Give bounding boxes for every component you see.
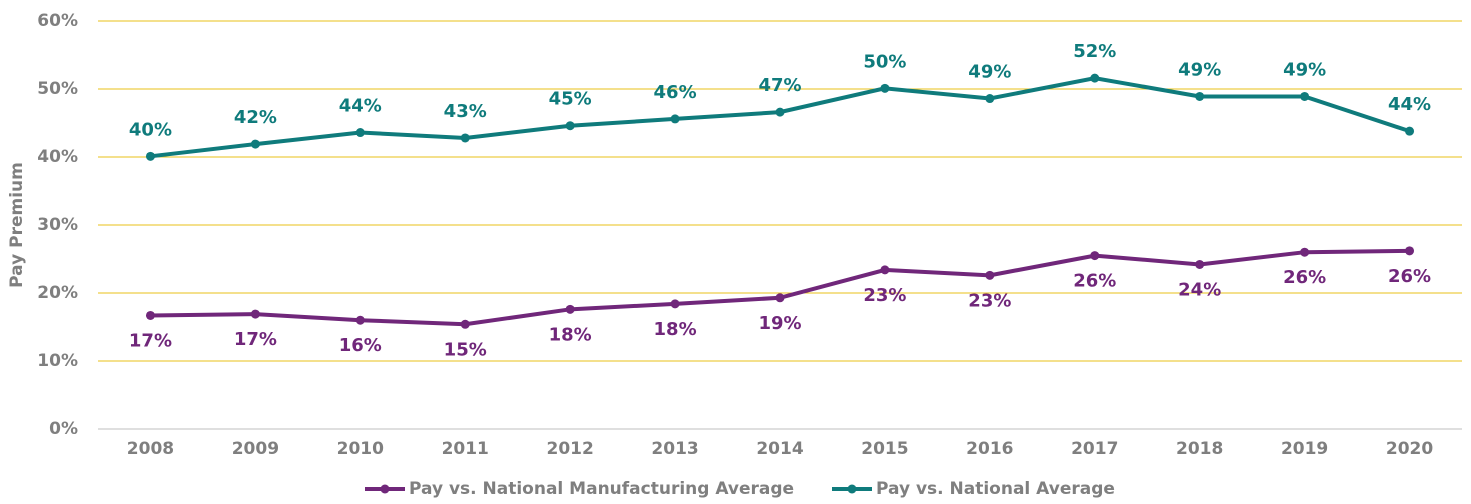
x-tick-label: 2016 xyxy=(966,439,1013,459)
data-label: 47% xyxy=(758,75,801,96)
y-tick-label: 0% xyxy=(49,419,78,439)
y-tick-label: 20% xyxy=(37,283,78,303)
data-label: 26% xyxy=(1073,271,1116,292)
y-tick-label: 50% xyxy=(37,79,78,99)
data-label: 18% xyxy=(549,324,592,345)
data-label: 23% xyxy=(968,290,1011,311)
data-point xyxy=(1195,91,1205,101)
data-label: 40% xyxy=(129,119,172,140)
data-point xyxy=(460,133,470,143)
data-label: 15% xyxy=(444,339,487,360)
data-point xyxy=(985,94,995,104)
data-point xyxy=(775,293,785,303)
data-point xyxy=(145,310,155,320)
data-point xyxy=(985,270,995,280)
data-point xyxy=(670,114,680,124)
data-point xyxy=(250,309,260,319)
data-label: 18% xyxy=(654,319,697,340)
data-label: 52% xyxy=(1073,41,1116,62)
data-label: 49% xyxy=(968,62,1011,83)
x-tick-label: 2015 xyxy=(861,439,908,459)
data-point xyxy=(460,319,470,329)
data-label: 16% xyxy=(339,335,382,356)
data-label: 45% xyxy=(549,89,592,110)
data-point xyxy=(565,121,575,131)
x-tick-label: 2011 xyxy=(442,439,489,459)
data-label: 46% xyxy=(654,82,697,103)
data-point xyxy=(1300,247,1310,257)
x-tick-label: 2008 xyxy=(127,439,174,459)
data-label: 44% xyxy=(1388,94,1431,115)
x-tick-label: 2009 xyxy=(232,439,279,459)
data-label: 44% xyxy=(339,96,382,117)
x-tick-label: 2010 xyxy=(337,439,384,459)
x-tick-label: 2014 xyxy=(756,439,803,459)
data-label: 17% xyxy=(234,329,277,350)
data-point xyxy=(145,151,155,161)
data-point xyxy=(565,304,575,314)
y-tick-label: 60% xyxy=(37,11,78,31)
data-point xyxy=(880,83,890,93)
data-point xyxy=(1090,251,1100,261)
x-tick-label: 2018 xyxy=(1176,439,1223,459)
data-point xyxy=(1300,91,1310,101)
y-tick-label: 10% xyxy=(37,351,78,371)
legend-marker xyxy=(380,484,390,494)
data-point xyxy=(355,315,365,325)
data-point xyxy=(1405,126,1415,136)
data-point xyxy=(250,139,260,149)
x-tick-label: 2020 xyxy=(1386,439,1433,459)
x-tick-label: 2013 xyxy=(651,439,698,459)
y-axis-label: Pay Premium xyxy=(7,162,27,288)
data-label: 24% xyxy=(1178,279,1221,300)
legend-marker xyxy=(847,484,857,494)
data-label: 50% xyxy=(863,51,906,72)
data-point xyxy=(1195,259,1205,269)
data-label: 19% xyxy=(758,313,801,334)
legend-label: Pay vs. National Manufacturing Average xyxy=(409,479,794,499)
y-tick-label: 40% xyxy=(37,147,78,167)
x-tick-label: 2017 xyxy=(1071,439,1118,459)
data-label: 49% xyxy=(1178,59,1221,80)
y-tick-label: 30% xyxy=(37,215,78,235)
data-label: 49% xyxy=(1283,59,1326,80)
data-label: 26% xyxy=(1388,266,1431,287)
data-point xyxy=(775,107,785,117)
data-label: 23% xyxy=(863,285,906,306)
data-point xyxy=(880,265,890,275)
x-tick-label: 2012 xyxy=(546,439,593,459)
data-point xyxy=(670,299,680,309)
data-label: 26% xyxy=(1283,267,1326,288)
data-point xyxy=(1405,246,1415,256)
data-point xyxy=(1090,73,1100,83)
x-tick-label: 2019 xyxy=(1281,439,1328,459)
legend-label: Pay vs. National Average xyxy=(876,479,1115,499)
data-label: 42% xyxy=(234,107,277,128)
data-label: 17% xyxy=(129,330,172,351)
data-label: 43% xyxy=(444,101,487,122)
data-point xyxy=(355,128,365,138)
